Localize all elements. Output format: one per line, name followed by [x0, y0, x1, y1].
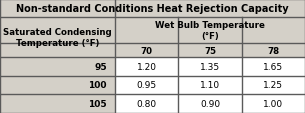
Text: 75: 75 [204, 46, 216, 55]
Text: 0.90: 0.90 [200, 99, 220, 108]
Text: 70: 70 [141, 46, 153, 55]
Text: 95: 95 [94, 62, 107, 71]
Bar [115, 94, 305, 113]
Text: Saturated Condensing
Temperature (°F): Saturated Condensing Temperature (°F) [3, 27, 112, 48]
Text: 1.65: 1.65 [263, 62, 283, 71]
Bar [115, 58, 305, 76]
Text: Wet Bulb Temperature
(°F): Wet Bulb Temperature (°F) [155, 20, 265, 41]
Text: Non-standard Conditions Heat Rejection Capacity: Non-standard Conditions Heat Rejection C… [16, 4, 289, 14]
Text: 0.80: 0.80 [137, 99, 157, 108]
Text: 78: 78 [267, 46, 279, 55]
Text: 0.95: 0.95 [137, 81, 157, 90]
Text: 105: 105 [88, 99, 107, 108]
Text: 1.25: 1.25 [263, 81, 283, 90]
Text: 1.10: 1.10 [200, 81, 220, 90]
Text: 1.00: 1.00 [263, 99, 283, 108]
Bar [115, 76, 305, 94]
Text: 1.35: 1.35 [200, 62, 220, 71]
Text: 1.20: 1.20 [137, 62, 157, 71]
Text: 100: 100 [88, 81, 107, 90]
